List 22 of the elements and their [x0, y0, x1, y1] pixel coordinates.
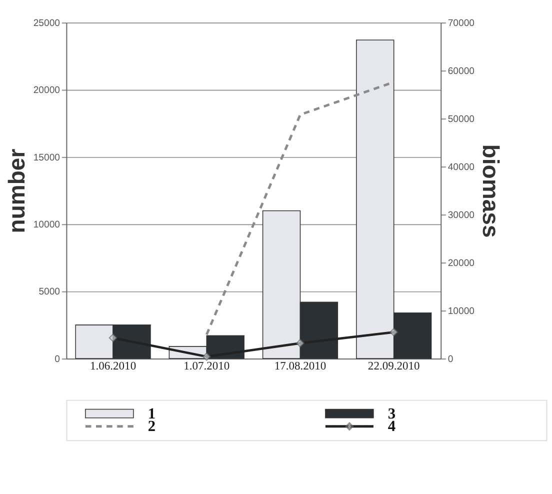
y2-tick-label: 50000 — [448, 114, 474, 125]
y2-tick-label: 60000 — [448, 66, 474, 77]
x-tick-label: 1.07.2010 — [184, 360, 230, 373]
y-axis-title: number — [4, 148, 30, 234]
y2-axis-title: biomass — [478, 144, 504, 238]
y2-tick-label: 0 — [448, 354, 454, 365]
x-tick-label: 22.09.2010 — [368, 360, 420, 373]
y2-tick-label: 40000 — [448, 162, 474, 173]
y2-tick-label: 70000 — [448, 18, 474, 29]
y-tick-label: 25000 — [33, 18, 60, 29]
x-tick-label: 17.08.2010 — [274, 360, 326, 373]
y2-tick-label: 30000 — [448, 210, 474, 221]
y-tick-label: 15000 — [33, 152, 60, 164]
y-tick-label: 20000 — [33, 85, 60, 96]
legend-label: 2 — [148, 418, 156, 436]
x-tick-label: 1.06.2010 — [90, 360, 136, 373]
legend-label: 4 — [388, 418, 396, 436]
y-tick-label: 5000 — [38, 286, 60, 298]
y2-tick-label: 10000 — [448, 306, 474, 317]
y-tick-label: 10000 — [33, 220, 60, 230]
y2-tick-label: 20000 — [448, 258, 474, 269]
y-tick-label: 0 — [54, 354, 60, 365]
